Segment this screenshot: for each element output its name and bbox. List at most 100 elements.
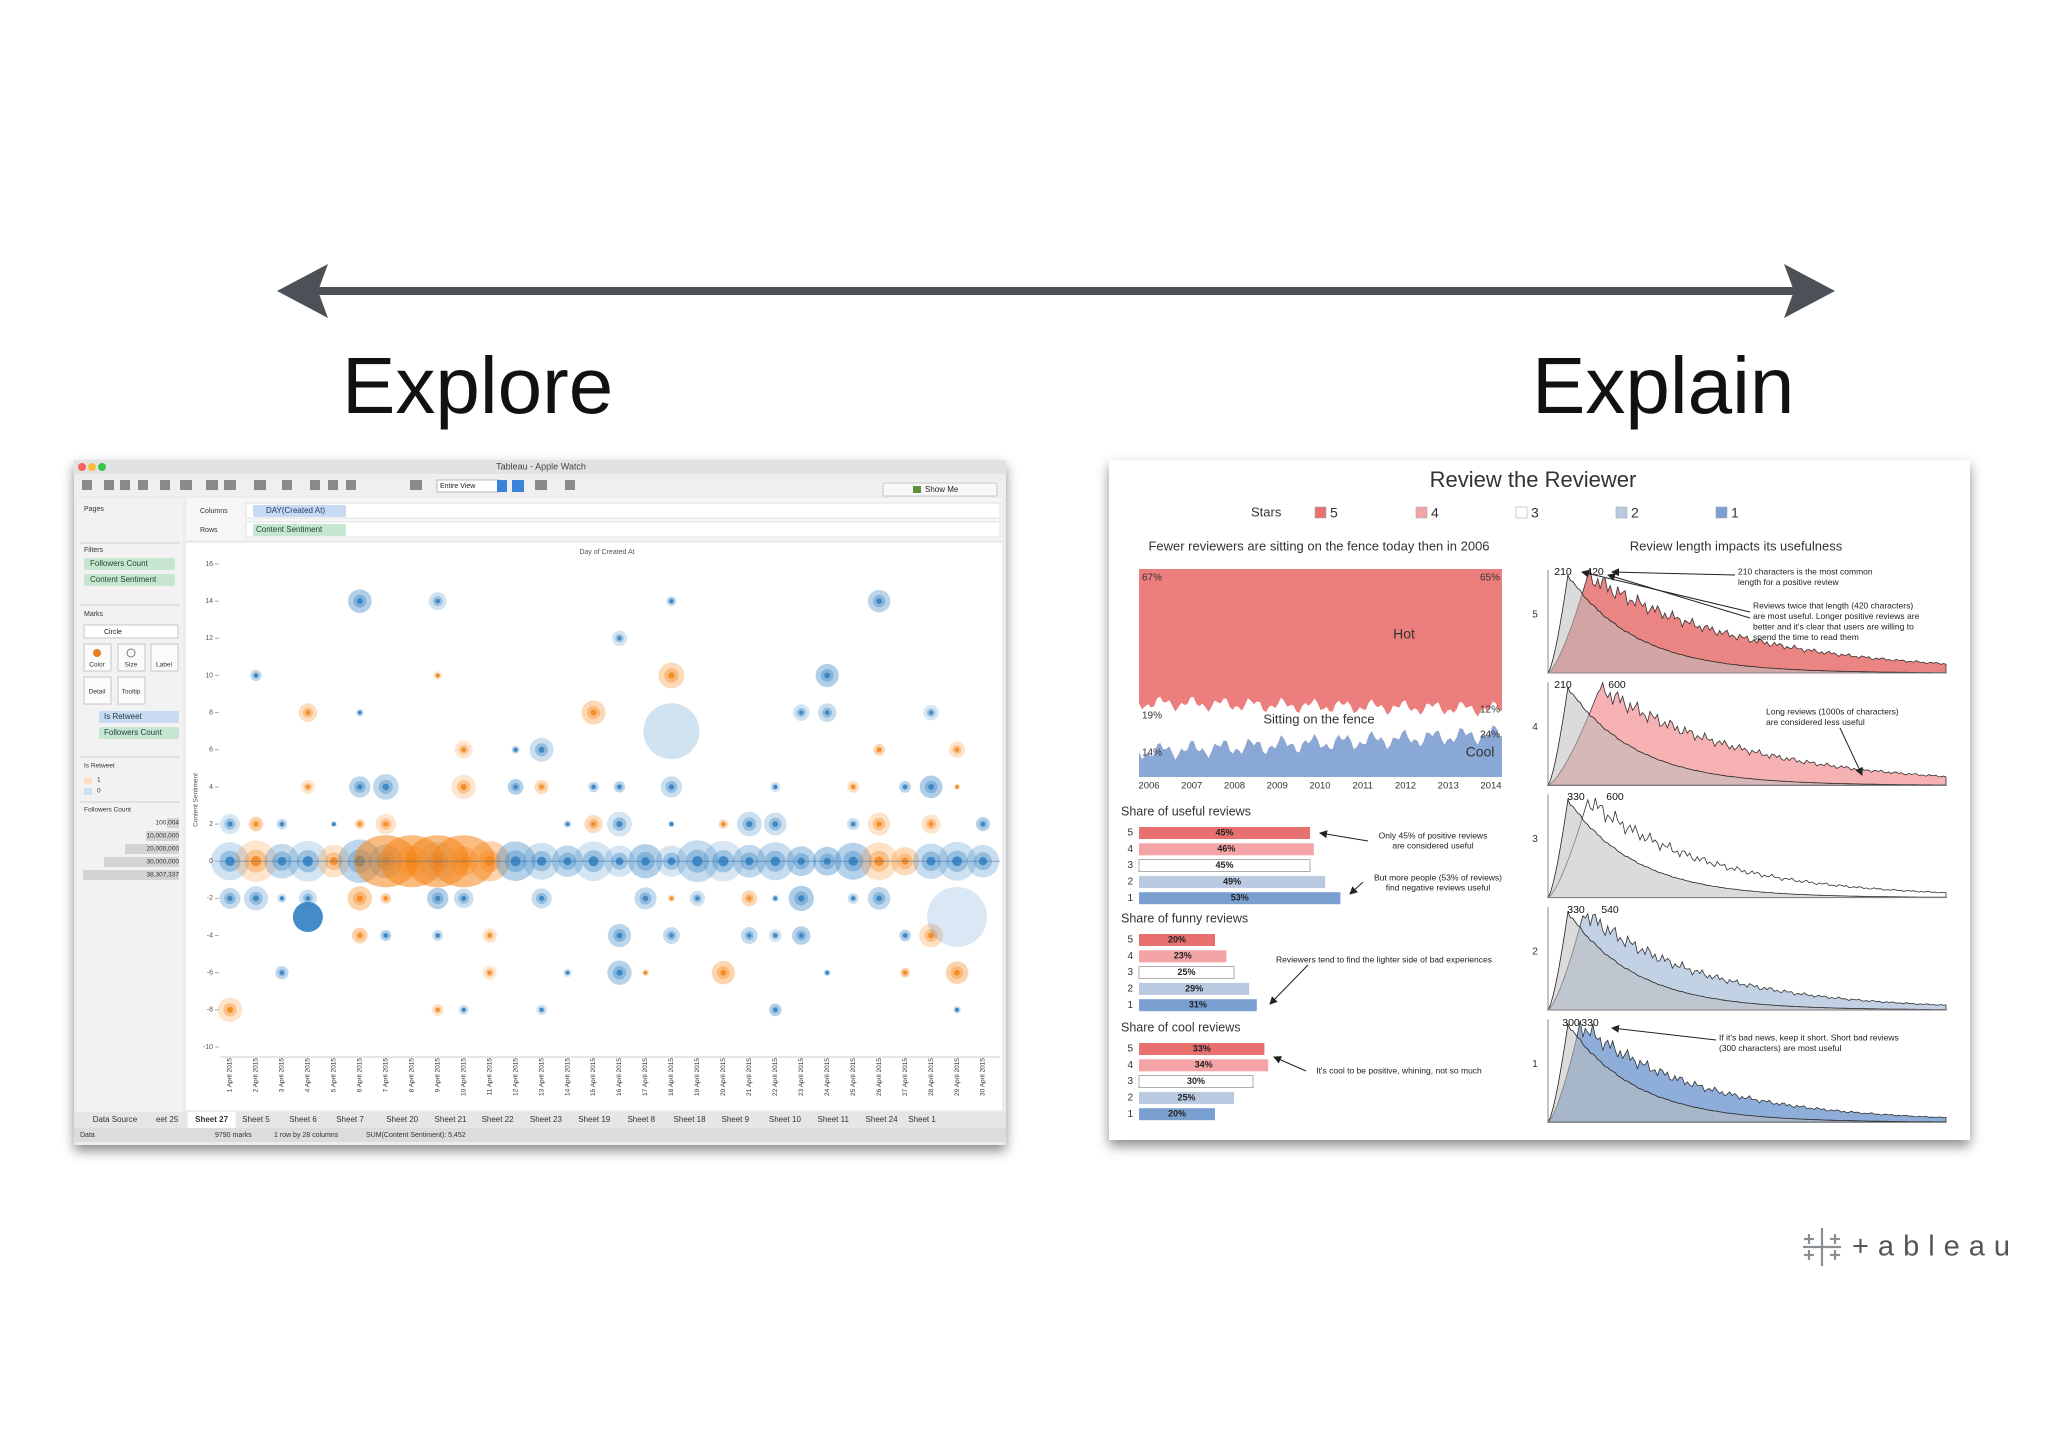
mark-pill xyxy=(99,727,179,739)
toolbar-icon xyxy=(206,480,218,490)
sheet-tabs-bar xyxy=(74,1112,1006,1128)
bubble-center xyxy=(356,598,363,605)
bubble-center xyxy=(383,821,389,827)
annotation: better and it's clear that users are wil… xyxy=(1753,621,1914,631)
toolbar-icon xyxy=(254,480,266,490)
y-tick-label: 0 xyxy=(209,858,213,865)
bar-value-label: 34% xyxy=(1195,1060,1213,1070)
mark-pill-label: Followers Count xyxy=(104,728,163,737)
peak-label: 600 xyxy=(1606,791,1624,803)
toolbar-icon xyxy=(346,480,356,490)
rows-label: Rows xyxy=(200,527,218,534)
y-tick-label: -8 xyxy=(207,1007,213,1014)
bubble-center xyxy=(461,747,466,753)
x-tick-label: 18 April 2015 xyxy=(668,1058,675,1096)
columns-pill xyxy=(253,505,346,517)
peak-label: 540 xyxy=(1601,904,1619,916)
bubble-center xyxy=(903,784,908,789)
bubble-center xyxy=(227,821,233,827)
annotation: are most useful. Longer positive reviews… xyxy=(1753,611,1920,621)
view-dropdown-stepper xyxy=(497,480,507,492)
bubble-center xyxy=(227,895,233,902)
bubble-center xyxy=(799,710,804,715)
legend-swatch xyxy=(1314,506,1327,519)
sheet-tab: Sheet 5 xyxy=(242,1115,270,1124)
retweet-swatch xyxy=(84,777,92,784)
annotation: If it's bad news, keep it short. Short b… xyxy=(1719,1032,1899,1042)
dashboard-content: Review the Reviewer Stars 5 4 3 2 1 Fewer revie… xyxy=(1121,467,1947,1123)
bubble-center xyxy=(382,783,390,791)
x-tick-label: 10 April 2015 xyxy=(460,1058,467,1096)
y-tick-label: 12 xyxy=(205,635,213,642)
mark-button-label: Color xyxy=(89,662,105,669)
bubble-center xyxy=(435,1007,440,1012)
x-tick-label: 21 April 2015 xyxy=(746,1058,753,1096)
x-tick-label: 2006 xyxy=(1138,781,1159,792)
x-tick-label: 13 April 2015 xyxy=(538,1058,545,1096)
sheet-tab: Sheet 22 xyxy=(482,1115,515,1124)
x-tick-label: 17 April 2015 xyxy=(642,1058,649,1096)
y-tick-label: -2 xyxy=(207,895,213,902)
bar-value-label: 25% xyxy=(1177,1092,1195,1102)
x-tick-label: 2008 xyxy=(1224,781,1245,792)
annotation: spend the time to read them xyxy=(1753,632,1859,642)
bubble-center xyxy=(617,784,622,789)
row-label: 5 xyxy=(1127,1044,1133,1055)
sheet-tab: Sheet 10 xyxy=(769,1115,802,1124)
section-title: Share of funny reviews xyxy=(1121,911,1248,925)
bubble-center xyxy=(279,822,284,827)
bubble-center xyxy=(954,747,960,752)
bubble-center xyxy=(305,896,311,901)
y-tick-label: 2 xyxy=(209,821,213,828)
x-tick-label: 6 April 2015 xyxy=(357,1058,364,1093)
x-tick-label: 19 April 2015 xyxy=(694,1058,701,1096)
status-text: SUM(Content Sentiment): 5,452 xyxy=(366,1132,466,1139)
peak-label: 330 xyxy=(1567,791,1585,803)
legend-item: 5 xyxy=(1330,505,1338,521)
legend-item: 10,000,000 xyxy=(146,833,179,840)
bubble-center xyxy=(798,895,805,902)
row-label: 3 xyxy=(1127,1076,1133,1087)
bar-value-label: 20% xyxy=(1168,1109,1186,1119)
mark-type: Circle xyxy=(104,629,122,636)
bar-value-label: 33% xyxy=(1193,1043,1211,1053)
bubble-center xyxy=(928,932,935,939)
overall-area xyxy=(1547,798,1947,898)
show-me-button xyxy=(882,482,998,497)
columns-pill-label: DAY(Created At) xyxy=(266,506,325,515)
bubble-center xyxy=(955,784,960,789)
bar xyxy=(1139,1059,1269,1072)
toolbar-icon xyxy=(565,480,575,490)
bubble-center xyxy=(981,822,985,827)
row-label: 1 xyxy=(1127,1109,1133,1120)
y-tick-label: 4 xyxy=(209,784,213,791)
filter-pill xyxy=(84,574,175,586)
row-label: 3 xyxy=(1127,860,1133,871)
annotation: But more people (53% of reviews) xyxy=(1374,872,1502,882)
annotation: find negative reviews useful xyxy=(1386,882,1491,892)
bubble-center xyxy=(565,970,570,975)
bar xyxy=(1139,934,1215,946)
bubble-center xyxy=(643,970,648,975)
y-tick-label: 8 xyxy=(209,709,213,716)
bubble-center xyxy=(669,599,674,604)
annotation: Long reviews (1000s of characters) xyxy=(1766,706,1899,716)
bar-value-label: 29% xyxy=(1185,983,1203,993)
y-tick-label: 14 xyxy=(205,598,213,605)
legend-item: 0 xyxy=(97,788,101,795)
legend-item: 20,000,000 xyxy=(146,846,179,853)
mark-button xyxy=(83,643,112,672)
marks-label: Marks xyxy=(84,611,104,618)
x-tick-label: 2014 xyxy=(1480,781,1501,792)
bubble-center xyxy=(513,747,518,752)
legend-title: Followers Count xyxy=(84,807,131,814)
rows-pill xyxy=(253,524,346,536)
x-tick-label: 2013 xyxy=(1438,781,1459,792)
y-tick-label: 10 xyxy=(205,672,213,679)
columns-label: Columns xyxy=(200,508,228,515)
toolbar-icons xyxy=(82,480,575,490)
x-tick-label: 28 April 2015 xyxy=(928,1058,935,1096)
toolbar-icon xyxy=(410,480,422,490)
bubble-center xyxy=(356,895,363,902)
